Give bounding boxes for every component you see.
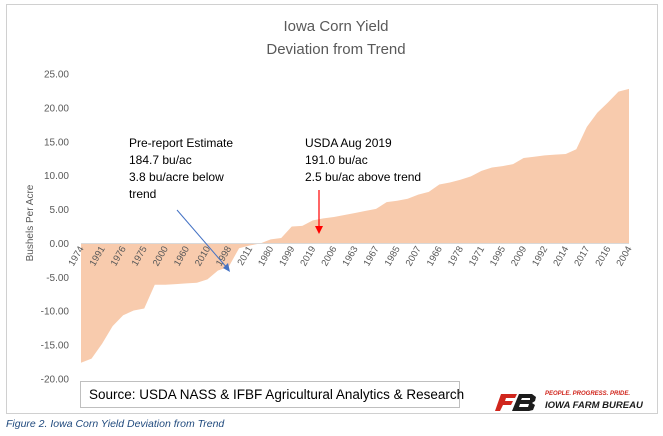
chart-svg: Iowa Corn Yield Deviation from Trend 25.…	[25, 18, 635, 386]
usda-line-3: 2.5 bu/ac above trend	[305, 170, 421, 184]
y-tick-label: -5.00	[46, 273, 69, 284]
iowa-farm-bureau-logo: PEOPLE. PROGRESS. PRIDE. IOWA FARM BUREA…	[495, 391, 657, 417]
usda-line-1: USDA Aug 2019	[305, 136, 392, 150]
y-tick-label: 20.00	[44, 103, 69, 114]
fb-logo-icon	[495, 394, 536, 411]
source-note: Source: USDA NASS & IFBF Agricultural An…	[80, 381, 464, 408]
x-tick-label: 2007	[404, 244, 424, 268]
y-tick-label: -15.00	[41, 341, 70, 352]
x-tick-label: 2004	[615, 244, 635, 268]
y-tick-label: 25.00	[44, 70, 69, 81]
deviation-area	[81, 88, 629, 363]
usda-line-2: 191.0 bu/ac	[305, 153, 368, 167]
y-tick-label: 15.00	[44, 137, 69, 148]
y-tick-label: 5.00	[50, 205, 70, 216]
pre-report-annotation: Pre-report Estimate 184.7 bu/ac 3.8 bu/a…	[129, 136, 233, 201]
y-tick-label: -10.00	[41, 307, 70, 318]
x-tick-label: 2009	[509, 244, 529, 268]
x-tick-label: 1992	[530, 244, 550, 268]
y-tick-label: 10.00	[44, 171, 69, 182]
x-tick-label: 2017	[572, 244, 592, 268]
x-tick-label: 1999	[277, 244, 297, 268]
y-axis-label: Bushels Per Acre	[25, 184, 36, 261]
chart-subtitle: Deviation from Trend	[266, 41, 405, 58]
x-tick-label: 2014	[551, 244, 571, 268]
pre-report-arrowhead	[223, 263, 230, 272]
x-tick-label: 2006	[319, 244, 339, 268]
x-tick-label: 1967	[362, 244, 382, 268]
x-tick-label: 1963	[341, 244, 361, 268]
x-tick-label: 1985	[383, 244, 403, 268]
pre-report-line-3: 3.8 bu/acre below	[129, 170, 224, 184]
x-tick-label: 2019	[298, 244, 318, 268]
y-tick-label: -20.00	[41, 375, 70, 386]
x-tick-label: 1980	[256, 244, 276, 268]
pre-report-arrow-line	[176, 209, 229, 270]
x-tick-label: 1971	[467, 244, 487, 268]
pre-report-line-1: Pre-report Estimate	[129, 136, 233, 150]
chart-title: Iowa Corn Yield	[283, 18, 388, 35]
figure-caption: Figure 2. Iowa Corn Yield Deviation from…	[6, 418, 225, 430]
pre-report-line-2: 184.7 bu/ac	[129, 153, 192, 167]
pre-report-line-4: trend	[129, 187, 156, 201]
x-tick-label: 2016	[593, 244, 613, 268]
x-tick-label: 1978	[446, 244, 466, 268]
usda-arrowhead	[315, 226, 323, 234]
x-tick-label: 1966	[425, 244, 445, 268]
logo-tagline: PEOPLE. PROGRESS. PRIDE.	[545, 391, 631, 397]
logo-name: IOWA FARM BUREAU	[545, 400, 643, 411]
y-axis-ticks: 25.00 20.00 15.00 10.00 5.00 0.00 -5.00 -10.00 -…	[41, 70, 70, 386]
usda-annotation: USDA Aug 2019 191.0 bu/ac 2.5 bu/ac abov…	[305, 136, 421, 184]
x-tick-label: 1995	[488, 244, 508, 268]
chart-frame: Iowa Corn Yield Deviation from Trend 25.…	[6, 4, 658, 414]
y-tick-label: 0.00	[50, 239, 70, 250]
